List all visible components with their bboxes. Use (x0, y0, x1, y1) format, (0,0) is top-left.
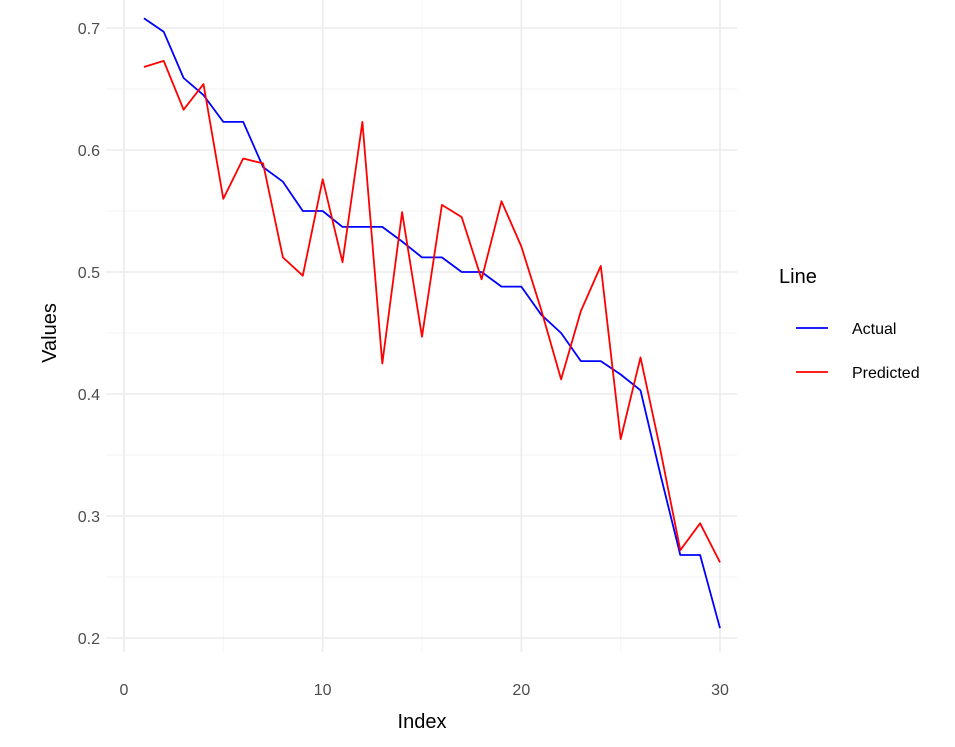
y-tick-label: 0.3 (78, 509, 100, 526)
y-tick-label: 0.5 (78, 265, 100, 282)
x-tick-labels: 0 10 20 30 (120, 682, 729, 699)
legend: Line Actual Predicted (779, 266, 920, 382)
series-lines (143, 17, 721, 629)
x-tick-label: 0 (120, 682, 129, 699)
legend-title: Line (779, 266, 817, 288)
major-gridlines (106, 0, 737, 652)
y-axis-title: Values (39, 303, 61, 363)
x-tick-label: 20 (512, 682, 530, 699)
series-line-predicted (143, 60, 721, 563)
legend-items: Actual Predicted (796, 321, 920, 382)
y-tick-label: 0.4 (78, 387, 100, 404)
minor-gridlines (106, 0, 737, 652)
x-axis-title: Index (398, 711, 447, 733)
x-tick-label: 30 (711, 682, 729, 699)
y-tick-label: 0.2 (78, 631, 100, 648)
legend-label-actual: Actual (852, 321, 896, 338)
legend-label-predicted: Predicted (852, 365, 920, 382)
y-tick-label: 0.6 (78, 143, 100, 160)
y-tick-labels: 0.2 0.3 0.4 0.5 0.6 0.7 (78, 21, 100, 648)
series-line-actual (143, 17, 721, 629)
y-tick-label: 0.7 (78, 21, 100, 38)
x-tick-label: 10 (314, 682, 332, 699)
